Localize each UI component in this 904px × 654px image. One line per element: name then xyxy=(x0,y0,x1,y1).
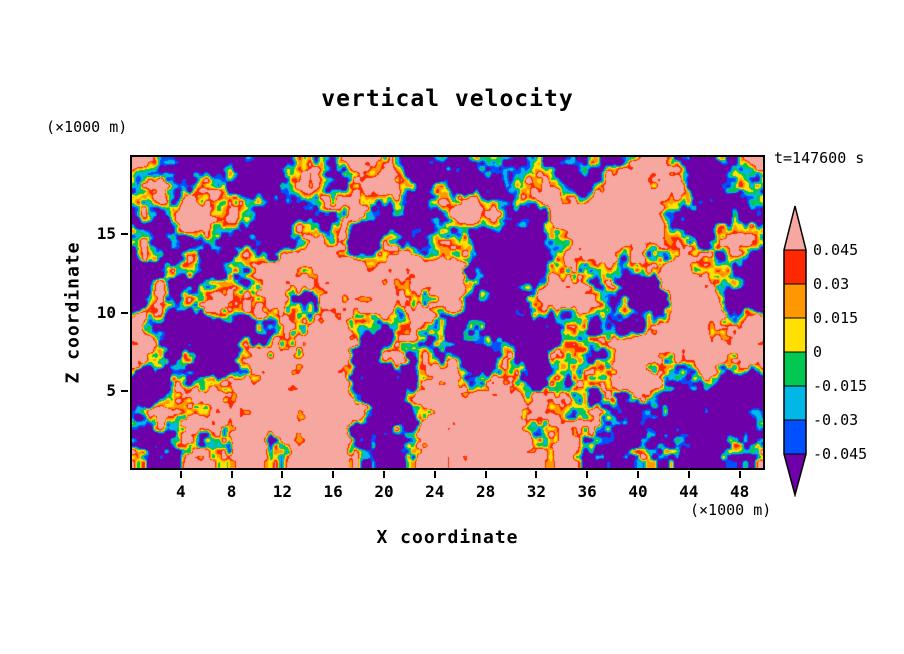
colorbar-band xyxy=(784,352,806,386)
x-axis-unit-label: (×1000 m) xyxy=(690,501,772,519)
x-tick-label: 8 xyxy=(226,482,237,501)
x-tick-label: 20 xyxy=(374,482,394,501)
x-tick-label: 40 xyxy=(628,482,648,501)
colorbar-arrow-top xyxy=(784,206,806,250)
colorbar-band xyxy=(784,420,806,454)
y-tick-label: 15 xyxy=(96,223,116,243)
y-tick-label: 10 xyxy=(96,302,116,322)
x-tick-mark xyxy=(687,471,690,478)
colorbar-band xyxy=(784,318,806,352)
x-tick-mark xyxy=(281,471,284,478)
colorbar-label: 0.015 xyxy=(813,309,859,327)
x-tick-mark xyxy=(738,471,741,478)
colorbar-label: 0 xyxy=(813,343,823,361)
contour-field-canvas xyxy=(132,157,763,468)
colorbar-outline xyxy=(783,205,807,497)
y-axis-label: Z coordinate xyxy=(56,155,90,470)
x-tick-label: 16 xyxy=(323,482,343,501)
colorbar-band xyxy=(784,386,806,420)
colorbar-label: -0.015 xyxy=(813,377,868,395)
x-tick-label: 4 xyxy=(175,482,186,501)
x-tick-label: 48 xyxy=(729,482,750,501)
y-tick-mark xyxy=(121,390,128,393)
x-tick-label: 24 xyxy=(425,482,445,501)
plot-frame xyxy=(130,155,765,470)
x-tick-mark xyxy=(332,471,335,478)
x-tick-label: 28 xyxy=(475,482,496,501)
colorbar-band xyxy=(784,284,806,318)
y-tick-label: 5 xyxy=(106,381,116,401)
x-tick-mark xyxy=(433,471,436,478)
x-tick-mark xyxy=(535,471,538,478)
x-tick-mark xyxy=(383,471,385,478)
colorbar-label: 0.045 xyxy=(813,241,859,259)
x-tick-mark xyxy=(484,471,487,478)
x-tick-label: 36 xyxy=(577,482,597,501)
colorbar-band xyxy=(784,250,806,284)
x-tick-mark xyxy=(230,471,233,478)
colorbar-arrow-bottom xyxy=(784,454,806,495)
x-tick-mark xyxy=(586,471,589,478)
x-tick-mark xyxy=(179,471,182,478)
time-label: t=147600 s xyxy=(774,149,865,167)
x-axis-label: X coordinate xyxy=(376,527,519,548)
colorbar xyxy=(783,205,807,497)
chart-title: vertical velocity xyxy=(321,86,574,112)
colorbar-label: -0.03 xyxy=(813,411,859,429)
colorbar-label: -0.045 xyxy=(813,445,868,463)
y-axis-label-text: Z coordinate xyxy=(62,241,84,384)
z-axis-unit-label: (×1000 m) xyxy=(46,118,128,136)
colorbar-label: 0.03 xyxy=(813,275,850,293)
x-tick-label: 12 xyxy=(272,482,293,501)
x-tick-mark xyxy=(637,471,639,478)
y-tick-mark xyxy=(121,311,128,314)
x-tick-label: 44 xyxy=(679,482,699,501)
x-tick-label: 32 xyxy=(526,482,547,501)
y-tick-mark xyxy=(121,232,128,235)
